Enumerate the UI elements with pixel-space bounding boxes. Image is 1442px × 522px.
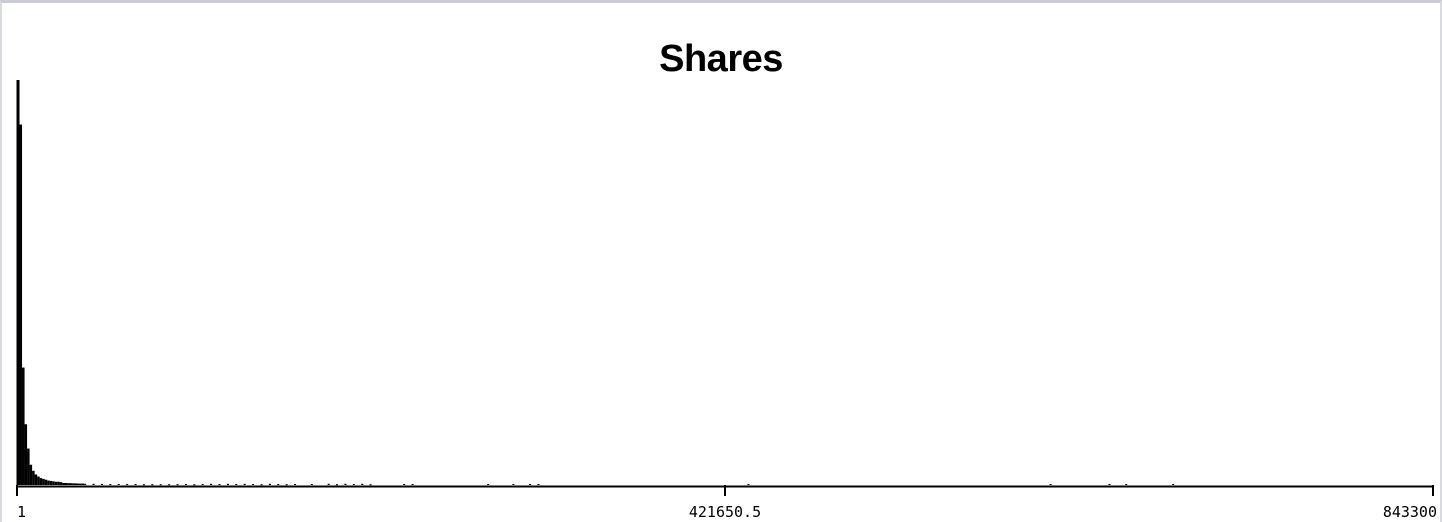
histogram-bar — [1049, 483, 1052, 485]
histogram-bar — [252, 483, 255, 485]
histogram-bar — [210, 483, 213, 485]
histogram-bar — [52, 481, 55, 485]
histogram-bar — [184, 483, 187, 485]
histogram-bar — [277, 483, 280, 485]
histogram-bar — [352, 483, 355, 485]
chart-axes: 1 421650.5 843300 — [16, 80, 1437, 521]
histogram-bar — [243, 483, 246, 485]
histogram-bar — [84, 483, 87, 485]
histogram-bar — [42, 478, 45, 485]
histogram-bar — [176, 484, 179, 486]
x-tick-label: 421650.5 — [689, 503, 761, 521]
histogram-bars — [17, 80, 1175, 486]
histogram-bar — [168, 484, 171, 486]
histogram-bar — [310, 483, 313, 485]
histogram-bar — [92, 483, 95, 485]
histogram-bar — [29, 464, 33, 485]
histogram-bar — [100, 483, 103, 485]
histogram-bar — [72, 483, 78, 485]
histogram-bar — [193, 484, 196, 486]
histogram-bar — [218, 483, 221, 485]
histogram-bar — [151, 484, 154, 486]
histogram-bar — [44, 479, 48, 485]
histogram-bar — [369, 484, 372, 486]
histogram-bar — [17, 80, 20, 485]
histogram-bar — [260, 484, 263, 486]
histogram-bar — [344, 483, 347, 485]
histogram-bar — [57, 481, 60, 485]
histogram-bar — [37, 476, 40, 485]
histogram-bar — [529, 483, 532, 485]
histogram-bar — [201, 483, 204, 485]
histogram-bar — [32, 470, 35, 485]
histogram-bar — [327, 483, 330, 485]
histogram-bar — [54, 481, 58, 485]
histogram-bar — [411, 483, 414, 485]
histogram-bar — [361, 483, 364, 485]
histogram-bar — [142, 484, 145, 486]
histogram-bar — [537, 483, 540, 485]
histogram-bar — [22, 367, 25, 485]
histogram-bar — [39, 478, 43, 485]
histogram-bar — [235, 483, 238, 485]
histogram-bar — [1172, 483, 1175, 485]
histogram-bar — [24, 424, 28, 485]
histogram-bar — [34, 474, 38, 485]
histogram-bar — [403, 483, 406, 485]
histogram-bar — [747, 483, 750, 485]
histogram-bar — [117, 483, 120, 485]
histogram-bar — [1125, 483, 1128, 485]
histogram-bar — [19, 124, 23, 486]
histogram-bar — [134, 484, 137, 486]
histogram-bar — [294, 483, 297, 485]
histogram-bar — [159, 484, 162, 486]
chart-title: Shares — [659, 38, 783, 80]
x-tick-label: 1 — [17, 503, 26, 521]
histogram-bar — [487, 483, 490, 485]
histogram-bar — [27, 448, 30, 485]
histogram-bar — [226, 483, 229, 485]
histogram-bar — [336, 484, 339, 486]
histogram-bar — [59, 482, 63, 485]
histogram-bar — [109, 483, 112, 485]
histogram-bar — [49, 480, 53, 485]
histogram-bar — [285, 484, 288, 486]
histogram-bar — [77, 483, 85, 485]
x-tick-label: 843300 — [1383, 503, 1437, 521]
histogram-bar — [268, 483, 271, 485]
histogram-bar — [512, 483, 515, 485]
histogram-bar — [1108, 483, 1111, 485]
histogram-bar — [62, 482, 68, 485]
histogram-bar — [67, 483, 73, 485]
histogram-bar — [126, 484, 129, 486]
histogram-bar — [47, 480, 50, 485]
